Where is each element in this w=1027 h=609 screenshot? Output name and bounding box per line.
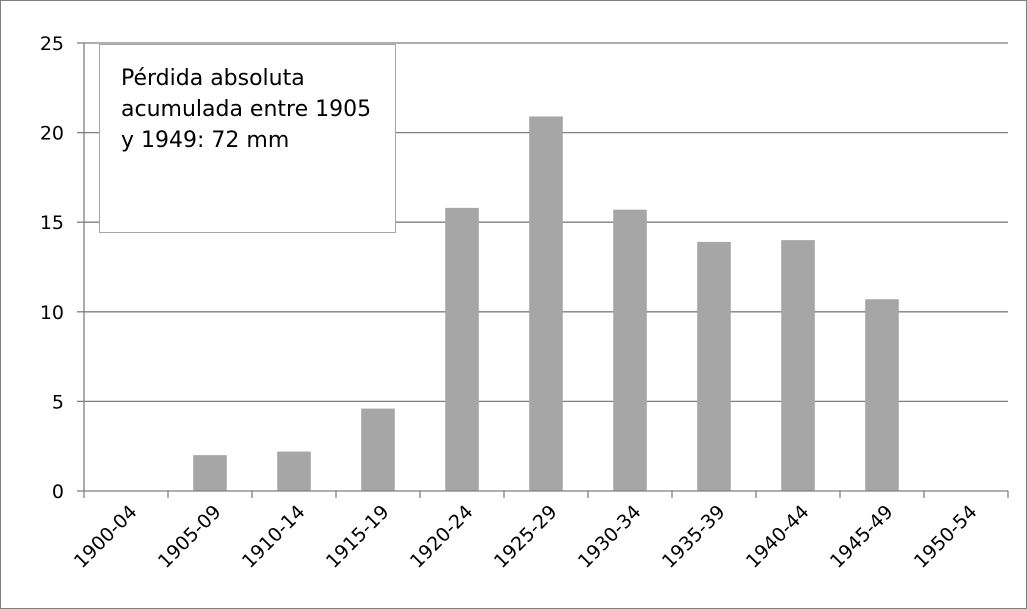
bar-1915-19 [361, 408, 395, 491]
x-tick-label: 1905-09 [154, 501, 226, 573]
bar-1910-14 [277, 451, 311, 491]
x-tick-label: 1910-14 [238, 501, 310, 573]
bars [193, 116, 899, 492]
bar-1925-29 [529, 116, 563, 492]
annotation-text: Pérdida absoluta acumulada entre 1905 y … [121, 66, 372, 153]
bar-1945-49 [865, 299, 899, 491]
y-tick-label: 20 [40, 123, 64, 145]
bar-1905-09 [193, 455, 227, 491]
x-tick-label: 1935-39 [658, 501, 730, 573]
bar-1935-39 [697, 241, 731, 491]
y-tick-label: 5 [52, 391, 64, 413]
axes [77, 42, 1009, 498]
x-tick-label: 1900-04 [70, 501, 142, 573]
x-tick-label: 1940-44 [742, 501, 814, 573]
annotation-textbox: Pérdida absoluta acumulada entre 1905 y … [99, 44, 396, 233]
x-tick-label: 1920-24 [406, 501, 478, 573]
bar-1920-24 [445, 207, 479, 491]
x-tick-label: 1950-54 [910, 501, 982, 573]
y-tick-label: 25 [40, 33, 64, 55]
y-tick-label: 10 [40, 302, 64, 324]
y-tick-labels: 0 5 10 15 20 25 [40, 33, 64, 503]
x-tick-label: 1945-49 [826, 501, 898, 573]
bar-1940-44 [781, 240, 815, 491]
y-tick-label: 0 [52, 481, 64, 503]
y-tick-label: 15 [40, 212, 64, 234]
x-tick-label: 1915-19 [322, 501, 394, 573]
x-tick-label: 1930-34 [574, 501, 646, 573]
x-tick-label: 1925-29 [490, 501, 562, 573]
bar-1930-34 [613, 209, 647, 491]
x-tick-labels: 1900-04 1905-09 1910-14 1915-19 1920-24 1925-… [70, 501, 982, 573]
